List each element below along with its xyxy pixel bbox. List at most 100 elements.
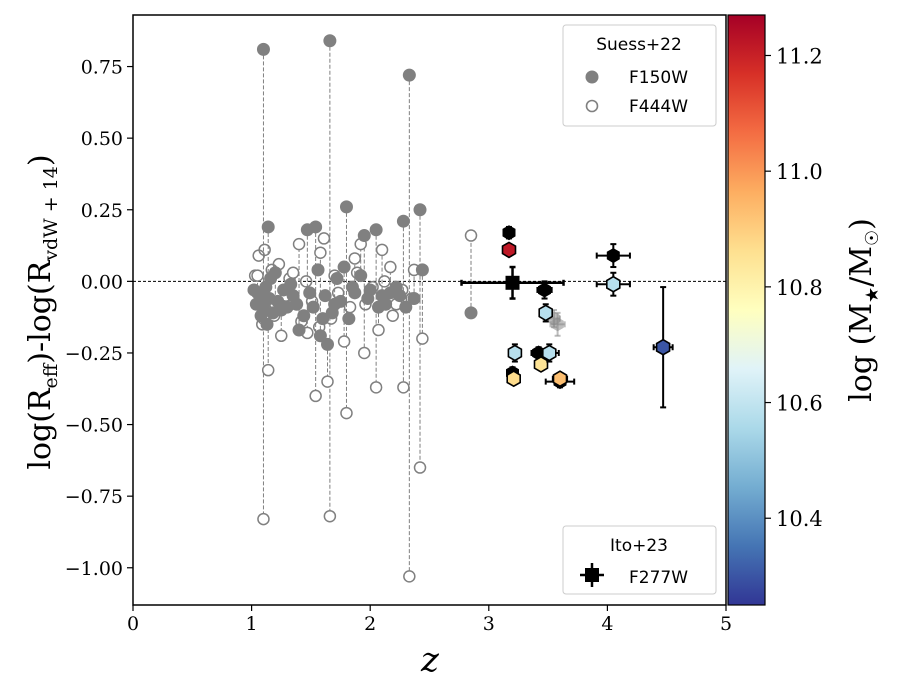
colorbar-tick-label: 10.4 bbox=[776, 507, 823, 531]
suess-f150w-point bbox=[323, 34, 337, 48]
suess-f150w-point bbox=[348, 286, 362, 300]
suess-f150w-point bbox=[256, 42, 270, 56]
suess-f150w-point bbox=[311, 263, 325, 277]
legend-ito-entry-f277w: F277W bbox=[629, 568, 688, 588]
colorbar-ticks: 10.4 10.6 10.8 11.0 11.2 bbox=[765, 44, 823, 531]
x-tick-label: 3 bbox=[483, 613, 495, 635]
suess-f150w-point bbox=[407, 292, 421, 306]
y-tick-label: 0.50 bbox=[81, 128, 123, 150]
ito-mass-point bbox=[507, 344, 523, 362]
y-axis-label: log(Reff)-log(RvdW + 14) bbox=[23, 154, 62, 469]
legend-open-marker bbox=[585, 99, 599, 113]
y-tick-label: −0.25 bbox=[65, 343, 123, 365]
legend-suess-entry-f150w: F150W bbox=[629, 68, 688, 88]
suess-f150w-point bbox=[260, 317, 274, 331]
suess-f150w-point bbox=[357, 229, 371, 243]
suess-f444w-point bbox=[397, 381, 410, 394]
suess-f444w-point bbox=[323, 509, 337, 523]
suess-f444w-point bbox=[375, 243, 389, 257]
y-tick-label: 0.25 bbox=[81, 200, 123, 222]
ito-mass-point bbox=[506, 370, 522, 388]
colorbar-tick-label: 11.0 bbox=[776, 160, 823, 184]
suess-f150w-point bbox=[268, 266, 282, 280]
x-ticks: 0 1 2 3 4 5 bbox=[127, 605, 732, 635]
colorbar-tick-label: 10.6 bbox=[776, 392, 823, 416]
ito-f277w-point bbox=[606, 248, 620, 264]
ito-stack-point bbox=[505, 275, 520, 290]
suess-f444w-point bbox=[257, 512, 270, 526]
plot-frame bbox=[132, 14, 727, 606]
suess-f444w-point bbox=[309, 389, 322, 403]
suess-f444w-point bbox=[314, 246, 327, 259]
suess-f444w-point bbox=[358, 346, 371, 360]
colorbar-label: log (M★/M☉) bbox=[844, 218, 883, 402]
y-ticks: 0.75 0.50 0.25 0.00 −0.25 −0.50 −0.75 −1.00 bbox=[65, 57, 133, 580]
y-tick-label: 0.00 bbox=[81, 271, 123, 293]
suess-f444w-point bbox=[337, 335, 351, 348]
suess-f150w-point bbox=[399, 300, 413, 314]
suess-f444w-point bbox=[286, 266, 300, 280]
suess-f150w-point bbox=[354, 269, 368, 283]
suess-f150w-point bbox=[313, 329, 327, 343]
suess-f150w-point bbox=[342, 312, 356, 326]
ito-mass-point bbox=[655, 338, 671, 356]
legend-ito: Ito+23 F277W bbox=[562, 525, 717, 595]
y-tick-label: 0.75 bbox=[81, 57, 123, 79]
suess-f150w-point bbox=[251, 286, 265, 300]
suess-f150w-point bbox=[284, 277, 298, 291]
suess-f150w-point bbox=[369, 223, 383, 237]
suess-f444w-point bbox=[251, 269, 264, 282]
ito-f277w-point bbox=[538, 282, 551, 298]
legend-ito-square-marker bbox=[585, 568, 599, 582]
suess-f444w-point bbox=[464, 229, 478, 242]
colorbar-gradient bbox=[727, 14, 766, 606]
suess-f444w-point bbox=[299, 275, 313, 288]
suess-f150w-point bbox=[337, 260, 351, 274]
y-tick-label: −0.75 bbox=[65, 486, 123, 508]
x-tick-label: 0 bbox=[127, 613, 139, 635]
x-tick-label: 4 bbox=[601, 613, 613, 635]
suess-f150w-point bbox=[316, 312, 330, 326]
suess-f150w-point bbox=[321, 337, 335, 351]
suess-f150w-point bbox=[303, 286, 317, 300]
x-tick-label: 2 bbox=[364, 613, 376, 635]
x-tick-label: 5 bbox=[720, 613, 732, 635]
suess-f444w-point bbox=[386, 309, 399, 322]
legend-ito-frame bbox=[562, 525, 717, 595]
y-tick-label: −0.50 bbox=[65, 415, 123, 437]
suess-f444w-point bbox=[321, 375, 334, 388]
legend-ito-title: Ito+23 bbox=[610, 536, 668, 556]
suess-f150w-point bbox=[389, 280, 403, 294]
ito-mass-point bbox=[541, 344, 557, 362]
suess-f150w-point bbox=[261, 220, 275, 234]
suess-f150w-point bbox=[396, 214, 410, 228]
suess-f444w-point bbox=[348, 252, 362, 265]
suess-f150w-point bbox=[297, 309, 311, 323]
legend-suess-frame bbox=[562, 24, 717, 127]
legend-suess: Suess+22 F150W F444W bbox=[562, 24, 717, 127]
suess-f150w-point bbox=[292, 323, 306, 337]
legend-filled-marker bbox=[585, 70, 599, 84]
suess-f150w-point bbox=[339, 200, 353, 214]
ito-mass-point bbox=[605, 275, 621, 293]
ito-mass-point bbox=[538, 304, 554, 322]
suess-f444w-point bbox=[372, 323, 385, 337]
suess-f150w-point bbox=[363, 283, 377, 297]
colorbar-tick-label: 10.8 bbox=[776, 276, 823, 300]
ito-mass-point bbox=[501, 241, 517, 259]
colorbar: 10.4 10.6 10.8 11.0 11.2 log (M★/M☉) bbox=[727, 14, 883, 606]
legend-suess-title: Suess+22 bbox=[596, 35, 682, 55]
suess-f150w-point bbox=[286, 289, 300, 303]
suess-f150w-point bbox=[464, 306, 478, 320]
y-tick-label: −1.00 bbox=[65, 558, 123, 580]
suess-f444w-point bbox=[261, 363, 275, 377]
suess-f150w-point bbox=[256, 300, 270, 314]
suess-f150w-point bbox=[413, 203, 427, 217]
suess-f150w-point bbox=[274, 303, 288, 317]
suess-f444w-point bbox=[384, 260, 397, 274]
suess-f150w-point bbox=[328, 297, 342, 311]
suess-f150w-point bbox=[300, 223, 314, 237]
suess-data-group bbox=[247, 34, 478, 583]
suess-f150w-point bbox=[372, 300, 386, 314]
colorbar-tick-label: 11.2 bbox=[776, 44, 823, 68]
